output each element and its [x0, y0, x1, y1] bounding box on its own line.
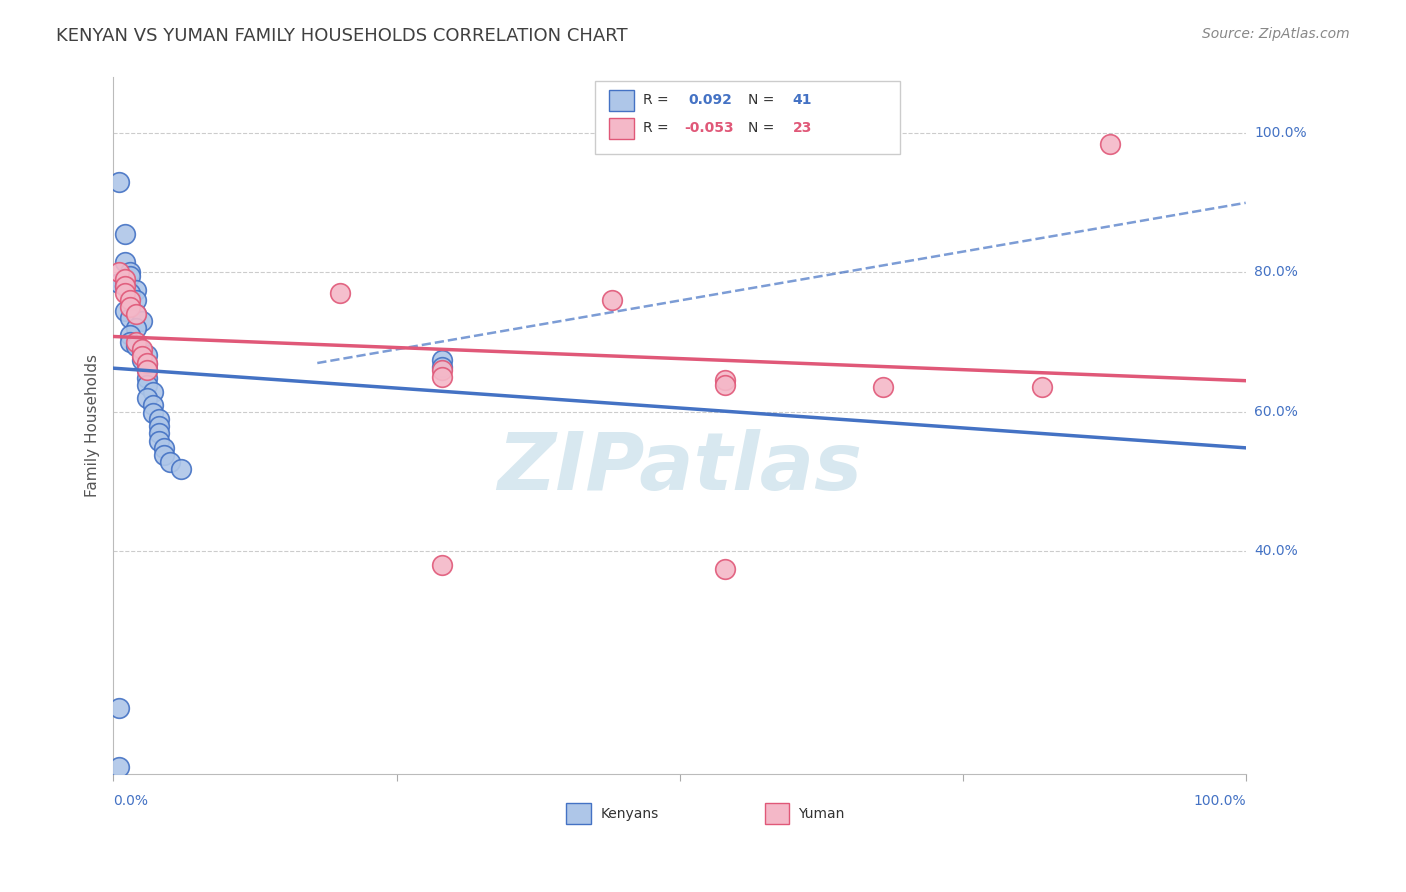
- Point: [131, 349, 153, 363]
- Text: N =: N =: [748, 94, 773, 107]
- Point: [120, 328, 142, 343]
- Text: 0.092: 0.092: [689, 94, 733, 107]
- Text: 80.0%: 80.0%: [1254, 266, 1298, 279]
- Point: [114, 279, 136, 293]
- Text: 41: 41: [793, 94, 813, 107]
- Point: [108, 265, 131, 279]
- Point: [136, 356, 159, 370]
- Text: ZIPatlas: ZIPatlas: [498, 428, 862, 507]
- Point: [114, 303, 136, 318]
- Text: 0.0%: 0.0%: [114, 794, 149, 807]
- Point: [136, 363, 159, 377]
- Point: [125, 307, 148, 321]
- Point: [125, 293, 148, 308]
- Point: [131, 314, 153, 328]
- Point: [114, 255, 136, 269]
- Point: [131, 343, 153, 358]
- Y-axis label: Family Households: Family Households: [86, 354, 100, 497]
- Point: [125, 338, 148, 352]
- Point: [114, 279, 136, 293]
- Point: [108, 701, 131, 715]
- Point: [136, 358, 159, 372]
- Point: [125, 321, 148, 335]
- Text: 40.0%: 40.0%: [1254, 544, 1298, 558]
- Text: Yuman: Yuman: [799, 806, 845, 821]
- Point: [120, 268, 142, 283]
- Text: 100.0%: 100.0%: [1254, 126, 1306, 140]
- Point: [108, 760, 131, 774]
- Point: [125, 283, 148, 297]
- Point: [120, 335, 142, 350]
- Point: [108, 175, 131, 189]
- Point: [430, 370, 453, 384]
- Text: Source: ZipAtlas.com: Source: ZipAtlas.com: [1202, 27, 1350, 41]
- Point: [142, 406, 165, 420]
- Point: [114, 227, 136, 242]
- Text: N =: N =: [748, 121, 773, 136]
- Point: [430, 558, 453, 572]
- FancyBboxPatch shape: [765, 804, 789, 824]
- Point: [153, 441, 176, 455]
- Point: [120, 265, 142, 279]
- Point: [430, 352, 453, 367]
- Point: [148, 425, 170, 440]
- Point: [125, 335, 148, 350]
- FancyBboxPatch shape: [595, 81, 900, 154]
- Point: [148, 434, 170, 448]
- Point: [114, 286, 136, 301]
- Point: [153, 448, 176, 462]
- Point: [125, 307, 148, 321]
- Text: Kenyans: Kenyans: [600, 806, 658, 821]
- Point: [142, 385, 165, 400]
- Point: [136, 363, 159, 377]
- Point: [600, 293, 623, 308]
- Point: [714, 561, 737, 575]
- Point: [148, 418, 170, 433]
- Text: R =: R =: [644, 94, 669, 107]
- Point: [136, 371, 159, 385]
- Point: [108, 276, 131, 290]
- Point: [114, 272, 136, 286]
- FancyBboxPatch shape: [609, 90, 634, 111]
- Point: [159, 455, 181, 469]
- Point: [120, 301, 142, 315]
- Point: [120, 286, 142, 301]
- Point: [714, 374, 737, 388]
- Point: [120, 293, 142, 308]
- Text: 60.0%: 60.0%: [1254, 405, 1298, 419]
- FancyBboxPatch shape: [609, 118, 634, 139]
- Point: [872, 380, 894, 394]
- Point: [714, 378, 737, 392]
- Text: 100.0%: 100.0%: [1194, 794, 1246, 807]
- Point: [142, 398, 165, 412]
- Point: [136, 378, 159, 392]
- Point: [430, 359, 453, 374]
- Text: KENYAN VS YUMAN FAMILY HOUSEHOLDS CORRELATION CHART: KENYAN VS YUMAN FAMILY HOUSEHOLDS CORREL…: [56, 27, 628, 45]
- Text: 23: 23: [793, 121, 813, 136]
- Point: [136, 391, 159, 405]
- Point: [430, 363, 453, 377]
- Point: [131, 342, 153, 356]
- Point: [131, 352, 153, 367]
- Text: -0.053: -0.053: [685, 121, 734, 136]
- Point: [1031, 380, 1053, 394]
- Point: [136, 348, 159, 362]
- Point: [1098, 136, 1121, 151]
- Point: [329, 286, 352, 301]
- Point: [120, 310, 142, 325]
- Text: R =: R =: [644, 121, 669, 136]
- Point: [170, 462, 193, 476]
- FancyBboxPatch shape: [567, 804, 592, 824]
- Point: [148, 411, 170, 425]
